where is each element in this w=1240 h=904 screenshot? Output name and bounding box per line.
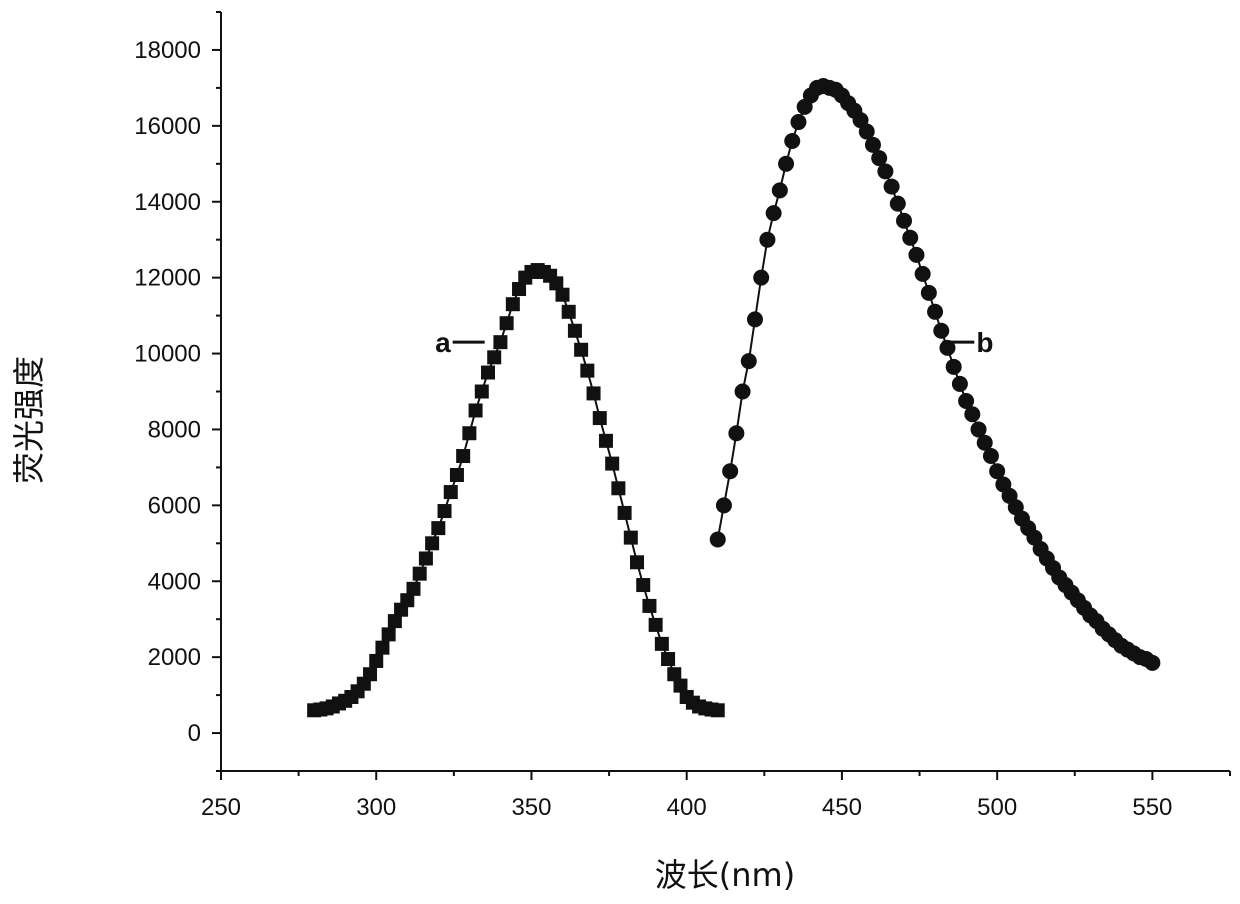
series-a-point [369, 654, 383, 668]
series-b-point [735, 384, 751, 400]
series-a-point [599, 434, 613, 448]
series-a-point [413, 567, 427, 581]
series-a-point [636, 578, 650, 592]
series-b-point [902, 230, 918, 246]
series-a-point [481, 366, 495, 380]
series-b-point [1144, 655, 1160, 671]
series-a-point [500, 316, 514, 330]
y-tick-label: 16000 [134, 113, 201, 140]
series-b [710, 78, 1161, 671]
series-b-point [722, 463, 738, 479]
series-b-point [952, 376, 968, 392]
series-b-point [877, 163, 893, 179]
series-a-point [611, 481, 625, 495]
series-b-point [716, 497, 732, 513]
series-a-point [630, 555, 644, 569]
series-b-point [710, 532, 726, 548]
series-label-a: a [435, 327, 451, 358]
x-axis-title: 波长(nm) [655, 856, 795, 894]
series-a-point [419, 551, 433, 565]
series-b-line [718, 86, 1153, 663]
y-tick-label: 6000 [148, 492, 201, 519]
x-axis-ticks: 250 300 350 400 450 500 550 [201, 771, 1230, 821]
series-b-point [946, 359, 962, 375]
series-b-point [890, 196, 906, 212]
series-a-point [462, 426, 476, 440]
y-tick-label: 0 [188, 720, 201, 747]
y-tick-label: 14000 [134, 189, 201, 216]
x-tick-label: 550 [1132, 794, 1172, 821]
series-a-point [363, 667, 377, 681]
series-a-point [587, 386, 601, 400]
series-a-point [605, 457, 619, 471]
series-b-point [772, 182, 788, 198]
x-tick-label: 300 [356, 794, 396, 821]
y-tick-label: 12000 [134, 265, 201, 292]
series-b-point [933, 323, 949, 339]
series-a-point [382, 627, 396, 641]
series-b-point [759, 232, 775, 248]
series-layer [307, 78, 1160, 717]
series-a-point [456, 449, 470, 463]
y-axis-ticks: 0 2000 4000 6000 8000 10000 12000 14000 16000 180… [134, 12, 221, 771]
x-tick-label: 350 [511, 794, 551, 821]
series-a-point [375, 641, 389, 655]
y-tick-label: 10000 [134, 341, 201, 368]
series-b-point [753, 270, 769, 286]
series-a-point [661, 652, 675, 666]
y-tick-label: 8000 [148, 416, 201, 443]
series-a-point [406, 582, 420, 596]
series-b-point [896, 213, 912, 229]
x-tick-label: 500 [977, 794, 1017, 821]
y-tick-label: 2000 [148, 644, 201, 671]
series-a-point [580, 364, 594, 378]
x-tick-label: 250 [201, 794, 241, 821]
series-b-point [884, 179, 900, 195]
series-a-point [450, 468, 464, 482]
x-tick-label: 400 [667, 794, 707, 821]
series-a-point [562, 305, 576, 319]
series-a-point [475, 385, 489, 399]
series-a-point [469, 403, 483, 417]
series-a-point [618, 506, 632, 520]
series-a-point [624, 531, 638, 545]
series-b-point [927, 304, 943, 320]
series-a-point [438, 504, 452, 518]
x-tick-label: 450 [822, 794, 862, 821]
series-b-point [778, 156, 794, 172]
series-a-point [431, 521, 445, 535]
series-a-point [593, 411, 607, 425]
series-a-point [493, 335, 507, 349]
series-a [307, 263, 725, 717]
series-a-point [506, 297, 520, 311]
series-a-point [568, 324, 582, 338]
series-label-b: b [976, 327, 993, 358]
series-a-point [574, 343, 588, 357]
series-a-point [711, 703, 725, 717]
series-a-point [487, 350, 501, 364]
series-b-point [790, 114, 806, 130]
series-a-point [649, 618, 663, 632]
y-tick-label: 4000 [148, 568, 201, 595]
series-b-point [784, 133, 800, 149]
y-tick-label: 18000 [134, 37, 201, 64]
y-axis-title: 荧光强度 [10, 356, 48, 484]
series-b-point [908, 247, 924, 263]
annotation-layer: ab [435, 327, 993, 358]
series-b-point [983, 448, 999, 464]
series-a-point [425, 536, 439, 550]
series-b-point [915, 266, 931, 282]
series-b-point [964, 406, 980, 422]
series-b-point [921, 285, 937, 301]
series-a-point [642, 599, 656, 613]
series-b-point [747, 311, 763, 327]
series-b-point [741, 353, 757, 369]
series-b-point [766, 205, 782, 221]
series-a-point [556, 288, 570, 302]
series-a-point [655, 637, 669, 651]
series-b-point [728, 425, 744, 441]
series-a-point [444, 485, 458, 499]
